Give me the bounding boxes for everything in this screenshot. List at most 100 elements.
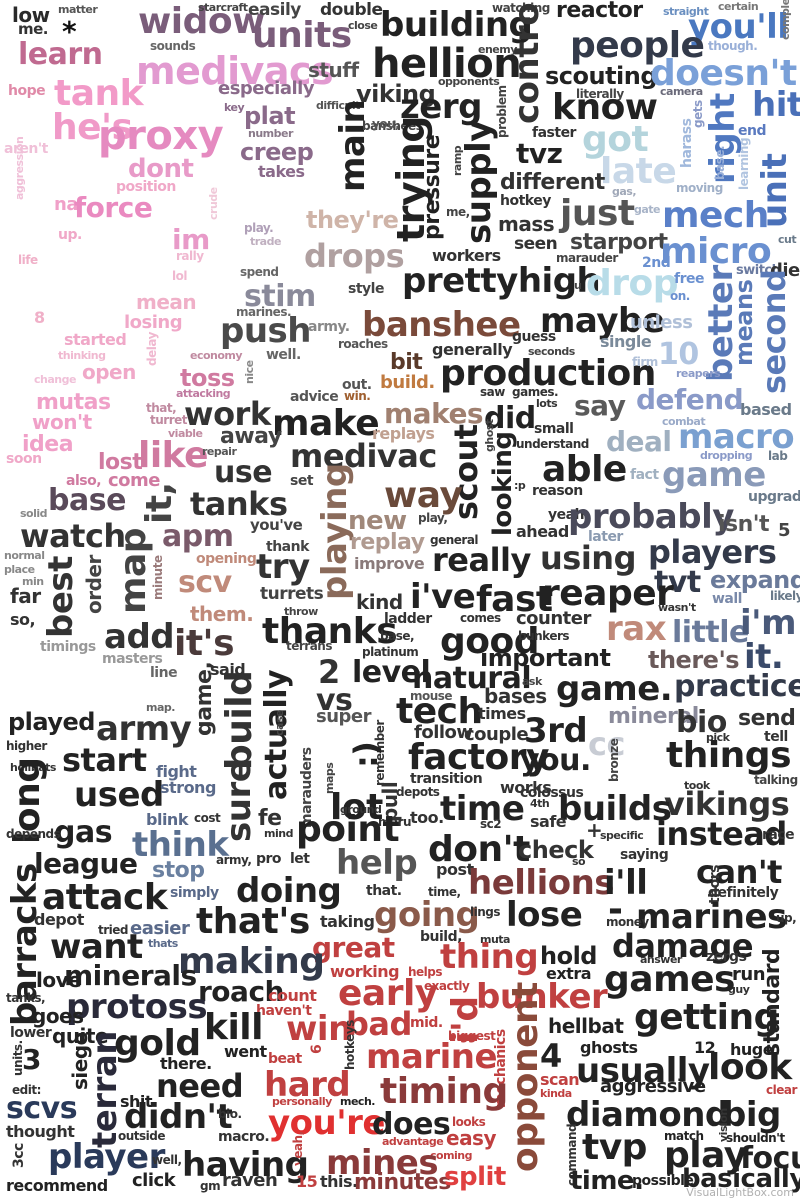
cloud-word: getting (634, 997, 779, 1038)
cloud-word: thought (6, 1122, 75, 1141)
cloud-word: build, (420, 929, 462, 945)
cloud-word: lots (536, 397, 558, 410)
cloud-word: there's (648, 646, 740, 674)
cloud-word: far (10, 584, 41, 608)
cloud-word: throw (284, 605, 318, 618)
cloud-word: watch (20, 517, 126, 555)
cloud-word: mid. (410, 1015, 443, 1031)
cloud-word: lab (768, 449, 788, 463)
cloud-word: race (762, 827, 795, 843)
cloud-word: hard (264, 1065, 351, 1105)
cloud-word: firm (632, 355, 658, 369)
cloud-word: mines (326, 1143, 439, 1183)
cloud-word: timing (380, 1071, 508, 1112)
cloud-word: match (664, 1129, 704, 1143)
cloud-word: work (184, 395, 271, 433)
cloud-word: scv (178, 565, 232, 600)
cloud-word: 10 (658, 337, 699, 372)
cloud-word: takes (258, 162, 305, 181)
cloud-word: tech (396, 691, 483, 732)
cloud-word: makes (384, 397, 484, 430)
cloud-word: scan (540, 1070, 580, 1089)
cloud-word: post (436, 860, 474, 879)
cloud-word: builds (558, 789, 672, 829)
cloud-word: matter (58, 3, 98, 16)
cloud-word: win (286, 1009, 352, 1049)
cloud-word: attacking (176, 387, 231, 400)
cloud-word: vs (316, 683, 353, 718)
cloud-word: that, (146, 401, 177, 415)
cloud-word: shit (120, 1092, 153, 1111)
cloud-word: 3 (22, 1043, 41, 1076)
cloud-word: bunkers (518, 629, 570, 643)
cloud-word: small (534, 421, 574, 437)
cloud-word: played (8, 708, 95, 736)
cloud-word: let (290, 851, 310, 867)
cloud-word: units (252, 15, 352, 56)
cloud-word: lings (470, 905, 501, 919)
cloud-word: it, (139, 482, 180, 524)
cloud-word: bases (484, 684, 547, 708)
cloud-word: im (172, 223, 210, 256)
cloud-word: base (48, 483, 126, 518)
cloud-word: lose (506, 895, 583, 935)
cloud-word: second (755, 269, 793, 394)
cloud-word: money (606, 915, 649, 929)
cloud-word: line (150, 665, 178, 681)
cloud-word: marauder (556, 251, 618, 265)
cloud-word: generally (432, 340, 513, 359)
cloud-word: start (62, 741, 147, 779)
cloud-word: die (770, 260, 800, 281)
cloud-word: viking (356, 80, 436, 108)
cloud-word: outside (118, 1129, 166, 1143)
cloud-word: maru (378, 815, 412, 829)
cloud-word: coming (430, 1149, 473, 1162)
cloud-word: away (220, 424, 282, 449)
cloud-word: point (296, 809, 400, 850)
cloud-word: base. (713, 145, 727, 180)
cloud-word: building (380, 5, 533, 45)
cloud-word: dont (128, 154, 194, 184)
cloud-word: want (50, 927, 143, 967)
cloud-word: tanks (190, 485, 288, 523)
cloud-word: ground (340, 803, 382, 816)
cloud-word: pro (256, 851, 282, 867)
cloud-word: instead (656, 815, 787, 853)
cloud-word: 12 (694, 1038, 716, 1057)
cloud-word: super (316, 706, 372, 727)
cloud-word: look (708, 1047, 792, 1088)
cloud-word: try (256, 547, 310, 587)
cloud-word: quite (52, 1024, 109, 1048)
cloud-word: pressure (420, 134, 445, 240)
cloud-word: bit (390, 350, 423, 375)
cloud-word: unless (630, 312, 693, 333)
cloud-word: prettyhigh (402, 261, 601, 301)
cloud-word: me. (18, 20, 49, 38)
cloud-word: switch (736, 263, 781, 278)
cloud-word: attack (42, 877, 168, 918)
cloud-word: starcraft (198, 1, 248, 14)
cloud-word: repair (202, 445, 237, 458)
cloud-word: 15 (296, 1172, 318, 1191)
cloud-word: force (74, 191, 153, 224)
cloud-word: key (224, 101, 245, 114)
cloud-word: literally (576, 87, 624, 101)
cloud-word: drop (586, 263, 679, 304)
cloud-word: you've (250, 516, 303, 534)
cloud-word: idea (22, 432, 74, 457)
cloud-word: medivac (290, 437, 437, 475)
cloud-word: deal (606, 425, 672, 458)
cloud-word: gate (634, 203, 661, 216)
cloud-word: apm (162, 519, 234, 554)
cloud-word: moving (676, 181, 723, 195)
cloud-word: saw (480, 385, 505, 399)
cloud-word: come (108, 470, 161, 491)
cloud-word: games. (512, 385, 559, 399)
cloud-word: extra (546, 964, 592, 983)
cloud-word: play, (418, 511, 448, 525)
cloud-word: make (272, 403, 380, 444)
cloud-word: hellbat (548, 1014, 624, 1038)
cloud-word: defend (636, 383, 744, 416)
cloud-word: general (430, 533, 479, 547)
cloud-word: edit: (12, 1083, 41, 1097)
